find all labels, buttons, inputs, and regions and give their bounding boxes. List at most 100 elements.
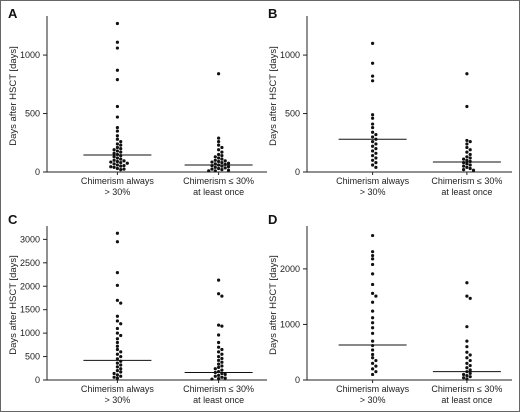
- data-point: [468, 363, 472, 368]
- data-point: [371, 130, 375, 134]
- data-point: [213, 158, 217, 162]
- data-point: [112, 148, 116, 152]
- data-point: [220, 154, 224, 158]
- data-point: [213, 155, 217, 159]
- y-axis-label: Days after HSCT [days]: [8, 46, 19, 146]
- data-point: [223, 376, 227, 380]
- x-category-label: Chimerism always: [336, 176, 410, 186]
- data-point: [371, 140, 375, 144]
- data-point: [226, 165, 231, 169]
- data-point: [371, 326, 375, 330]
- data-point: [217, 358, 221, 362]
- data-point: [115, 344, 119, 348]
- data-point: [119, 147, 123, 151]
- data-point: [220, 375, 224, 379]
- data-point: [374, 358, 378, 363]
- data-point: [122, 167, 126, 171]
- x-category-label: Chimerism always: [81, 176, 155, 186]
- data-point: [371, 339, 375, 343]
- data-point: [217, 159, 221, 164]
- data-point: [115, 376, 119, 380]
- data-point: [374, 156, 378, 160]
- data-point: [115, 373, 119, 377]
- data-point: [112, 162, 116, 166]
- data-point: [468, 371, 472, 375]
- data-point: [217, 376, 221, 381]
- data-point: [220, 364, 224, 368]
- data-point: [371, 163, 375, 167]
- data-point: [217, 333, 221, 337]
- data-point: [371, 291, 375, 295]
- data-point: [220, 347, 224, 352]
- data-point: [115, 115, 119, 119]
- data-point: [471, 168, 476, 172]
- data-point: [371, 331, 375, 335]
- data-point: [371, 372, 375, 377]
- data-point: [220, 352, 224, 356]
- y-tick-label: 0: [35, 167, 40, 177]
- y-axis-label: Days after HSCT [days]: [8, 255, 19, 355]
- data-point: [115, 152, 119, 157]
- data-point: [213, 165, 217, 169]
- data-point: [220, 324, 224, 328]
- data-point: [115, 166, 119, 171]
- data-point: [226, 168, 231, 172]
- data-point: [112, 165, 116, 169]
- data-point: [119, 150, 123, 154]
- x-category-label: at least once: [193, 187, 244, 197]
- x-category-label: at least once: [441, 395, 492, 405]
- data-point: [210, 160, 214, 164]
- data-point: [115, 104, 119, 109]
- data-point: [371, 257, 375, 261]
- data-point: [462, 376, 466, 380]
- data-point: [119, 157, 123, 161]
- data-point: [115, 361, 119, 365]
- data-point: [217, 362, 221, 366]
- data-point: [220, 168, 224, 172]
- data-point: [217, 166, 221, 171]
- data-point: [125, 161, 129, 165]
- data-point: [465, 373, 469, 378]
- data-point: [217, 350, 221, 354]
- data-point: [371, 250, 375, 254]
- data-point: [115, 231, 119, 235]
- data-point: [371, 343, 375, 348]
- data-point: [115, 145, 119, 150]
- data-point: [217, 345, 221, 349]
- y-tick-label: 3000: [20, 234, 40, 244]
- data-point: [115, 271, 119, 275]
- data-point: [217, 148, 221, 152]
- data-point: [220, 157, 224, 161]
- data-point: [465, 377, 469, 381]
- data-point: [109, 160, 113, 164]
- data-point: [465, 142, 469, 146]
- data-point: [465, 281, 469, 285]
- data-point: [115, 240, 119, 244]
- data-point: [210, 163, 214, 168]
- data-point: [468, 358, 472, 363]
- x-category-label: Chimerism ≤ 30%: [183, 384, 254, 394]
- data-point: [465, 158, 469, 162]
- y-tick-label: 1000: [280, 50, 300, 60]
- data-point: [371, 348, 375, 352]
- data-point: [468, 140, 472, 144]
- data-point: [371, 158, 375, 162]
- data-point: [371, 356, 375, 360]
- data-point: [374, 132, 378, 137]
- data-point: [220, 360, 224, 364]
- data-point: [371, 352, 375, 357]
- x-category-label: at least once: [441, 187, 492, 197]
- data-point: [119, 168, 123, 172]
- data-point: [220, 161, 224, 165]
- data-point: [374, 151, 378, 155]
- x-category-label: Chimerism always: [336, 384, 410, 394]
- data-point: [468, 368, 472, 372]
- data-point: [217, 156, 221, 160]
- data-point: [217, 340, 221, 345]
- data-point: [115, 68, 119, 72]
- data-point: [223, 166, 227, 170]
- data-point: [371, 135, 375, 139]
- data-point: [115, 352, 119, 356]
- y-tick-label: 1000: [20, 328, 40, 338]
- data-point: [371, 79, 375, 83]
